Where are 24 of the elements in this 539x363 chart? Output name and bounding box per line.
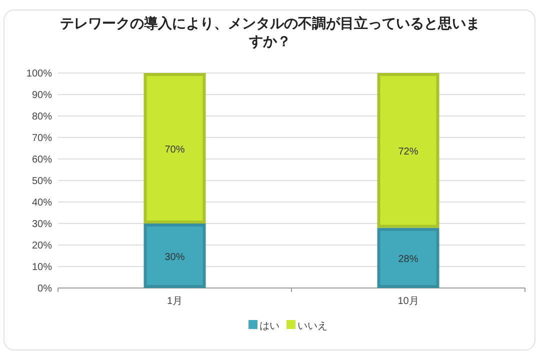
data-label: 70%: [164, 144, 185, 156]
bar: [144, 73, 206, 224]
data-label: 30%: [164, 252, 185, 263]
y-tick-label: 80%: [32, 112, 52, 122]
bar: [377, 228, 440, 288]
y-tick-label: 70%: [32, 133, 52, 144]
y-tick-label: 30%: [32, 219, 52, 230]
data-label: 28%: [398, 254, 418, 265]
x-tick-label: 10月: [398, 296, 419, 307]
y-tick-label: 40%: [32, 198, 52, 208]
y-tick-label: 60%: [32, 154, 52, 166]
data-label: 72%: [398, 146, 418, 158]
x-tick-label: 1月: [166, 296, 183, 307]
chart-title: テレワークの導入により、メンタルの不調が目立っていると思いますか？: [60, 14, 480, 50]
y-tick-label: 20%: [32, 240, 52, 252]
y-tick-label: 100%: [26, 68, 52, 80]
legend-label: はい: [260, 321, 280, 332]
y-tick-label: 50%: [32, 176, 52, 187]
bar: [377, 73, 440, 228]
bar: [144, 224, 206, 288]
y-tick-label: 0%: [38, 284, 52, 294]
y-tick-label: 10%: [32, 262, 52, 273]
y-tick-label: 90%: [32, 90, 52, 101]
legend-label: いいえ: [298, 321, 328, 332]
